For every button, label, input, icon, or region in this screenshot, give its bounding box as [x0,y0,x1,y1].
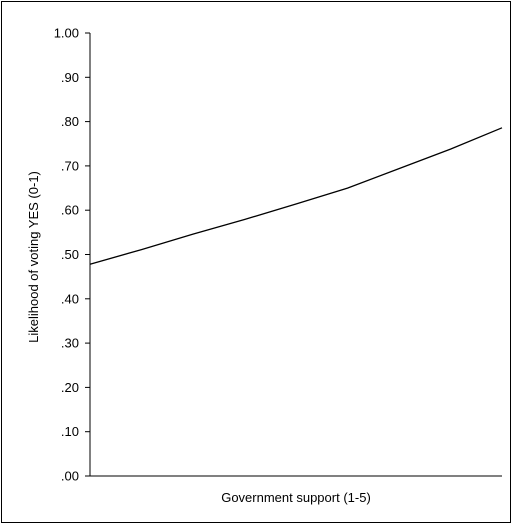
y-tick-label: .90 [61,70,79,85]
y-tick-label: .60 [61,203,79,218]
y-axis-title: Likelihood of voting YES (0-1) [26,171,41,343]
y-axis-ticks: .00 .10 .20 .30 .40 .50 .60 .70 .80 .90 1.00 [54,26,90,484]
y-tick-label: .50 [61,247,79,262]
y-tick-label: 1.00 [54,26,79,41]
series-line [90,128,502,264]
y-tick-label: .00 [61,469,79,484]
y-tick-label: .10 [61,424,79,439]
y-tick-label: .80 [61,114,79,129]
y-tick-label: .40 [61,291,79,306]
y-tick-label: .70 [61,158,79,173]
y-tick-label: .20 [61,380,79,395]
y-tick-label: .30 [61,336,79,351]
x-axis-title: Government support (1-5) [221,490,371,505]
